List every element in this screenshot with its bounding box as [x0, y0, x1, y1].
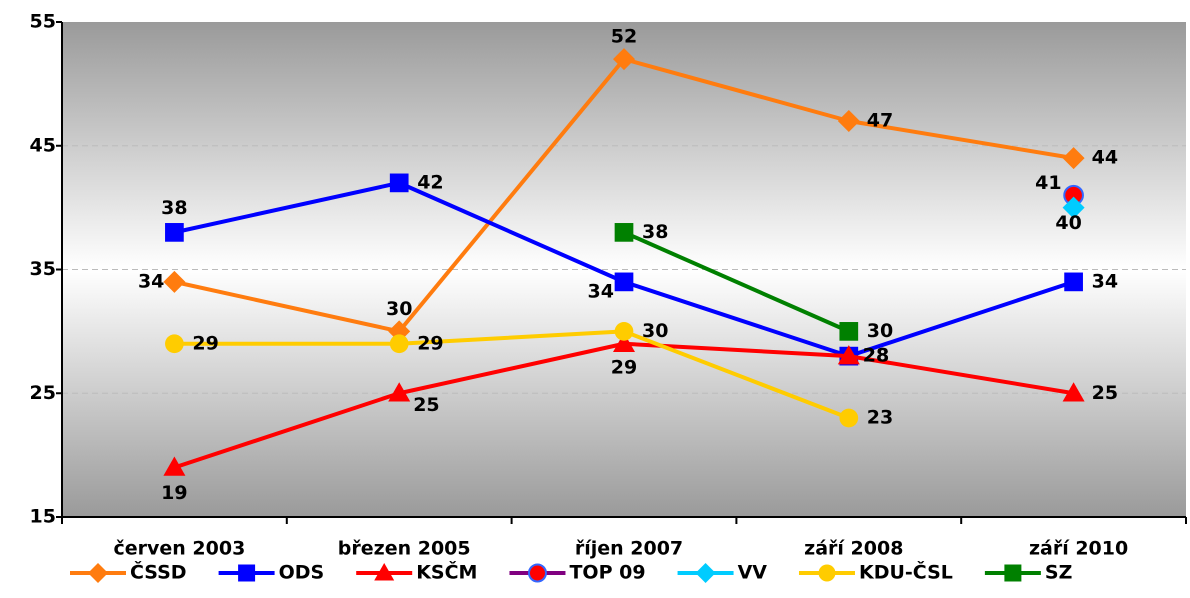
data-point — [165, 334, 184, 354]
series-line — [174, 329, 850, 420]
x-tick-label: říjen 2007 — [575, 538, 683, 560]
y-tick-label: 15 — [30, 506, 56, 528]
data-label: 34 — [588, 280, 614, 302]
x-tick-label: červen 2003 — [113, 538, 245, 560]
data-point — [165, 223, 184, 242]
data-label: 44 — [1092, 147, 1118, 169]
data-label: 41 — [1035, 172, 1061, 194]
series-line — [623, 230, 850, 334]
data-label: 40 — [1055, 212, 1081, 234]
data-point — [837, 110, 860, 132]
x-tick-label: březen 2005 — [338, 538, 471, 560]
legend-label: ČSSD — [130, 560, 187, 584]
legend-marker — [374, 563, 395, 581]
data-point — [388, 382, 411, 402]
x-tick-label: září 2010 — [1029, 538, 1128, 560]
data-point — [1062, 147, 1085, 170]
data-point — [839, 322, 859, 341]
data-point — [1062, 196, 1085, 219]
data-label: 30 — [642, 320, 668, 342]
x-tick-label: září 2008 — [804, 538, 903, 560]
data-label: 28 — [863, 345, 889, 367]
legend-label: SZ — [1045, 562, 1072, 584]
data-point — [613, 48, 635, 71]
legend-label: ODS — [279, 562, 325, 584]
legend-marker — [818, 564, 836, 582]
legend-marker — [238, 564, 256, 582]
data-label: 29 — [417, 332, 443, 354]
data-label: 38 — [161, 197, 187, 219]
data-point — [613, 332, 635, 352]
data-label: 30 — [386, 298, 412, 320]
legend-label: KDU-ČSL — [859, 560, 953, 584]
data-label: 23 — [867, 407, 893, 429]
data-label: 30 — [867, 320, 893, 342]
data-label: 25 — [1092, 382, 1118, 404]
data-label: 47 — [867, 110, 893, 132]
data-point — [614, 272, 634, 292]
data-point — [839, 408, 859, 428]
legend-marker — [1004, 564, 1022, 582]
data-label: 29 — [611, 356, 637, 378]
data-label: 52 — [611, 26, 637, 48]
data-label: 42 — [417, 171, 443, 193]
data-point — [163, 270, 186, 293]
data-point — [389, 334, 409, 354]
y-tick-label: 45 — [30, 134, 56, 156]
legend-label: TOP 09 — [569, 562, 645, 584]
legend-marker — [527, 563, 547, 583]
y-tick-label: 55 — [30, 11, 56, 33]
legend-marker — [88, 563, 108, 583]
data-label: 34 — [1092, 270, 1118, 292]
data-point — [1064, 272, 1083, 292]
y-tick-label: 35 — [30, 258, 56, 280]
data-label: 29 — [192, 332, 218, 354]
legend-label: VV — [738, 562, 768, 584]
data-label: 25 — [413, 394, 439, 416]
y-tick-label: 25 — [30, 382, 56, 404]
data-point — [389, 173, 409, 193]
data-label: 34 — [138, 270, 164, 292]
data-point — [837, 345, 860, 365]
data-label: 19 — [161, 482, 187, 504]
data-point — [614, 223, 634, 242]
data-point — [163, 456, 186, 476]
legend-label: KSČM — [416, 560, 477, 584]
legend-marker — [695, 563, 716, 583]
data-point — [614, 322, 634, 341]
data-point — [1062, 382, 1085, 402]
data-label: 38 — [642, 221, 668, 243]
